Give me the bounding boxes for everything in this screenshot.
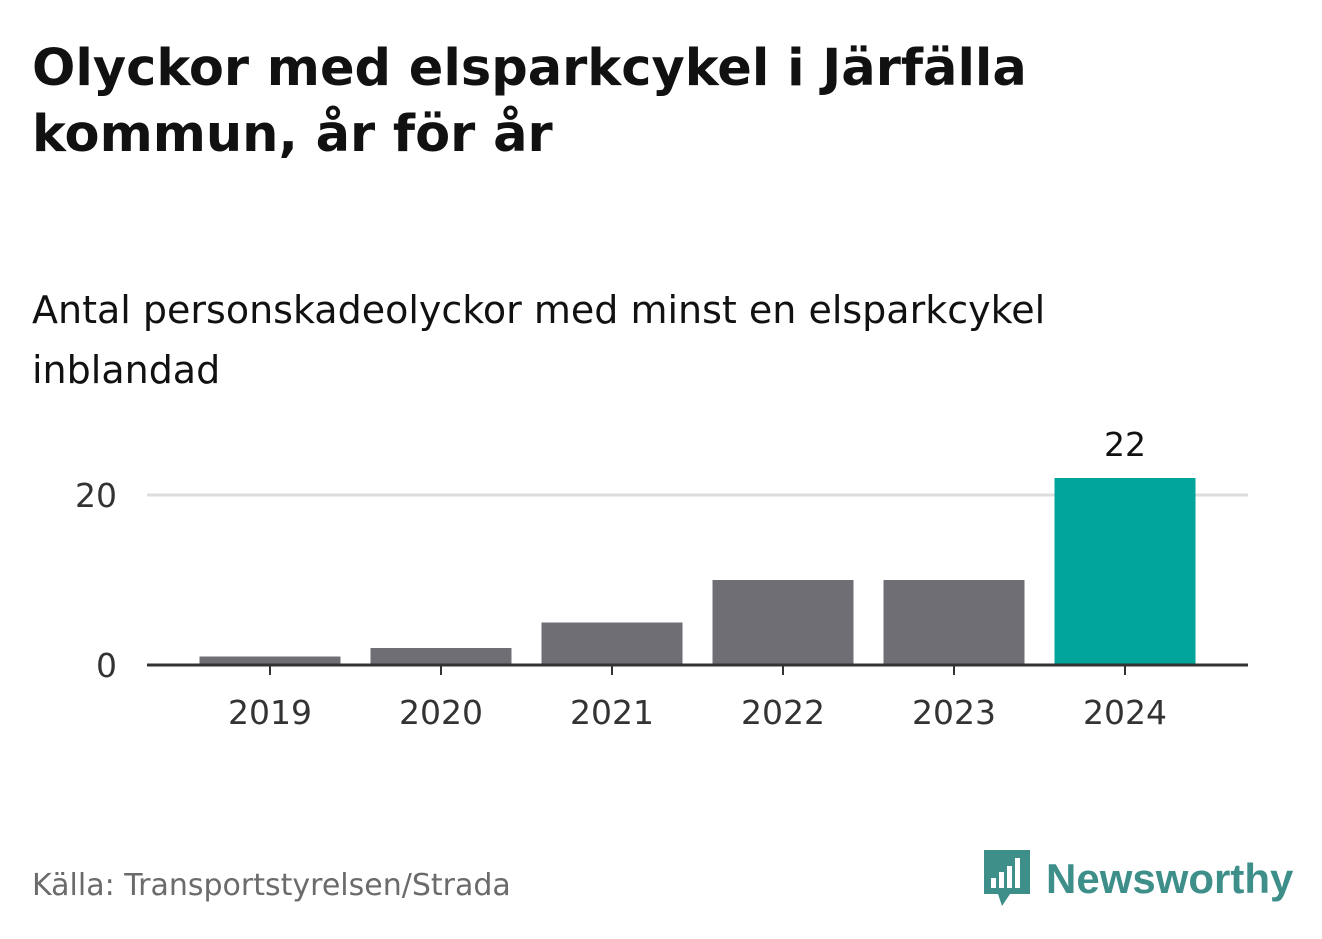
bar: [883, 580, 1025, 665]
bar: [712, 580, 854, 665]
x-tick-label: 2020: [399, 693, 483, 732]
source-note: Källa: Transportstyrelsen/Strada: [32, 868, 511, 903]
bar: [199, 656, 341, 665]
bar: [541, 622, 683, 665]
chart-title: Olyckor med elsparkcykel i Järfälla komm…: [32, 39, 1027, 164]
brand-logo: Newsworthy: [980, 848, 1293, 910]
chart-subtitle: Antal personskadeolyckor med minst en el…: [32, 288, 1046, 392]
bar: [1054, 478, 1196, 665]
x-tick-label: 2024: [1083, 693, 1167, 732]
data-labels: 22: [1104, 425, 1146, 464]
x-tick-label: 2019: [228, 693, 312, 732]
y-tick-labels: 0 20: [75, 476, 117, 685]
y-tick-label: 0: [96, 646, 117, 685]
data-label: 22: [1104, 425, 1146, 464]
x-tick-label: 2022: [741, 693, 825, 732]
bar: [370, 648, 512, 665]
brand-name: Newsworthy: [1046, 855, 1294, 902]
newsworthy-logo-icon: [984, 850, 1030, 906]
bars: [199, 478, 1196, 665]
x-tick-label: 2021: [570, 693, 654, 732]
x-tick-label: 2023: [912, 693, 996, 732]
x-tick-labels: 2019 2020 2021 2022 2023 2024: [228, 665, 1167, 732]
y-tick-label: 20: [75, 476, 117, 515]
